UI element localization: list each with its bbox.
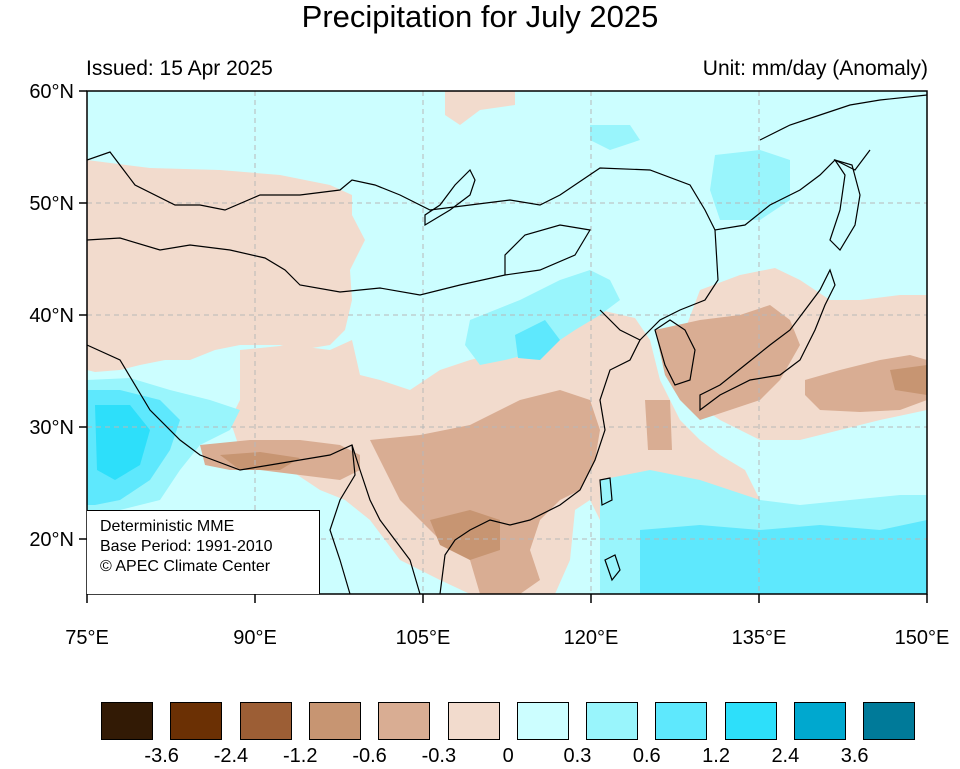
issued-date: Issued: 15 Apr 2025 [86, 57, 273, 80]
lat-label-30: 30°N [29, 417, 74, 439]
lon-label-90: 90°E [233, 627, 277, 649]
lon-label-135: 135°E [732, 627, 787, 649]
lat-axis [79, 90, 87, 540]
map-title: Precipitation for July 2025 [301, 0, 659, 34]
lat-label-60: 60°N [29, 81, 74, 103]
info-base-period: Base Period: 1991-2010 [100, 538, 273, 555]
plot-frame [86, 90, 928, 595]
lat-label-40: 40°N [29, 305, 74, 327]
unit-label: Unit: mm/day (Anomaly) [702, 57, 928, 80]
info-model: Deterministic MME [100, 518, 235, 535]
lon-label-105: 105°E [396, 627, 451, 649]
lon-label-75: 75°E [65, 627, 109, 649]
lon-label-120: 120°E [564, 627, 619, 649]
info-copyright: © APEC Climate Center [100, 558, 271, 575]
lat-label-50: 50°N [29, 193, 74, 215]
lat-label-20: 20°N [29, 529, 74, 551]
anomaly-region-wet-strong [95, 405, 150, 480]
lon-label-150: 150°E [895, 627, 950, 649]
anomaly-region-dry-strong [220, 365, 927, 560]
lon-axis [86, 594, 928, 603]
info-box: Deterministic MME Base Period: 1991-2010… [87, 510, 320, 594]
coastlines-borders [87, 94, 927, 594]
